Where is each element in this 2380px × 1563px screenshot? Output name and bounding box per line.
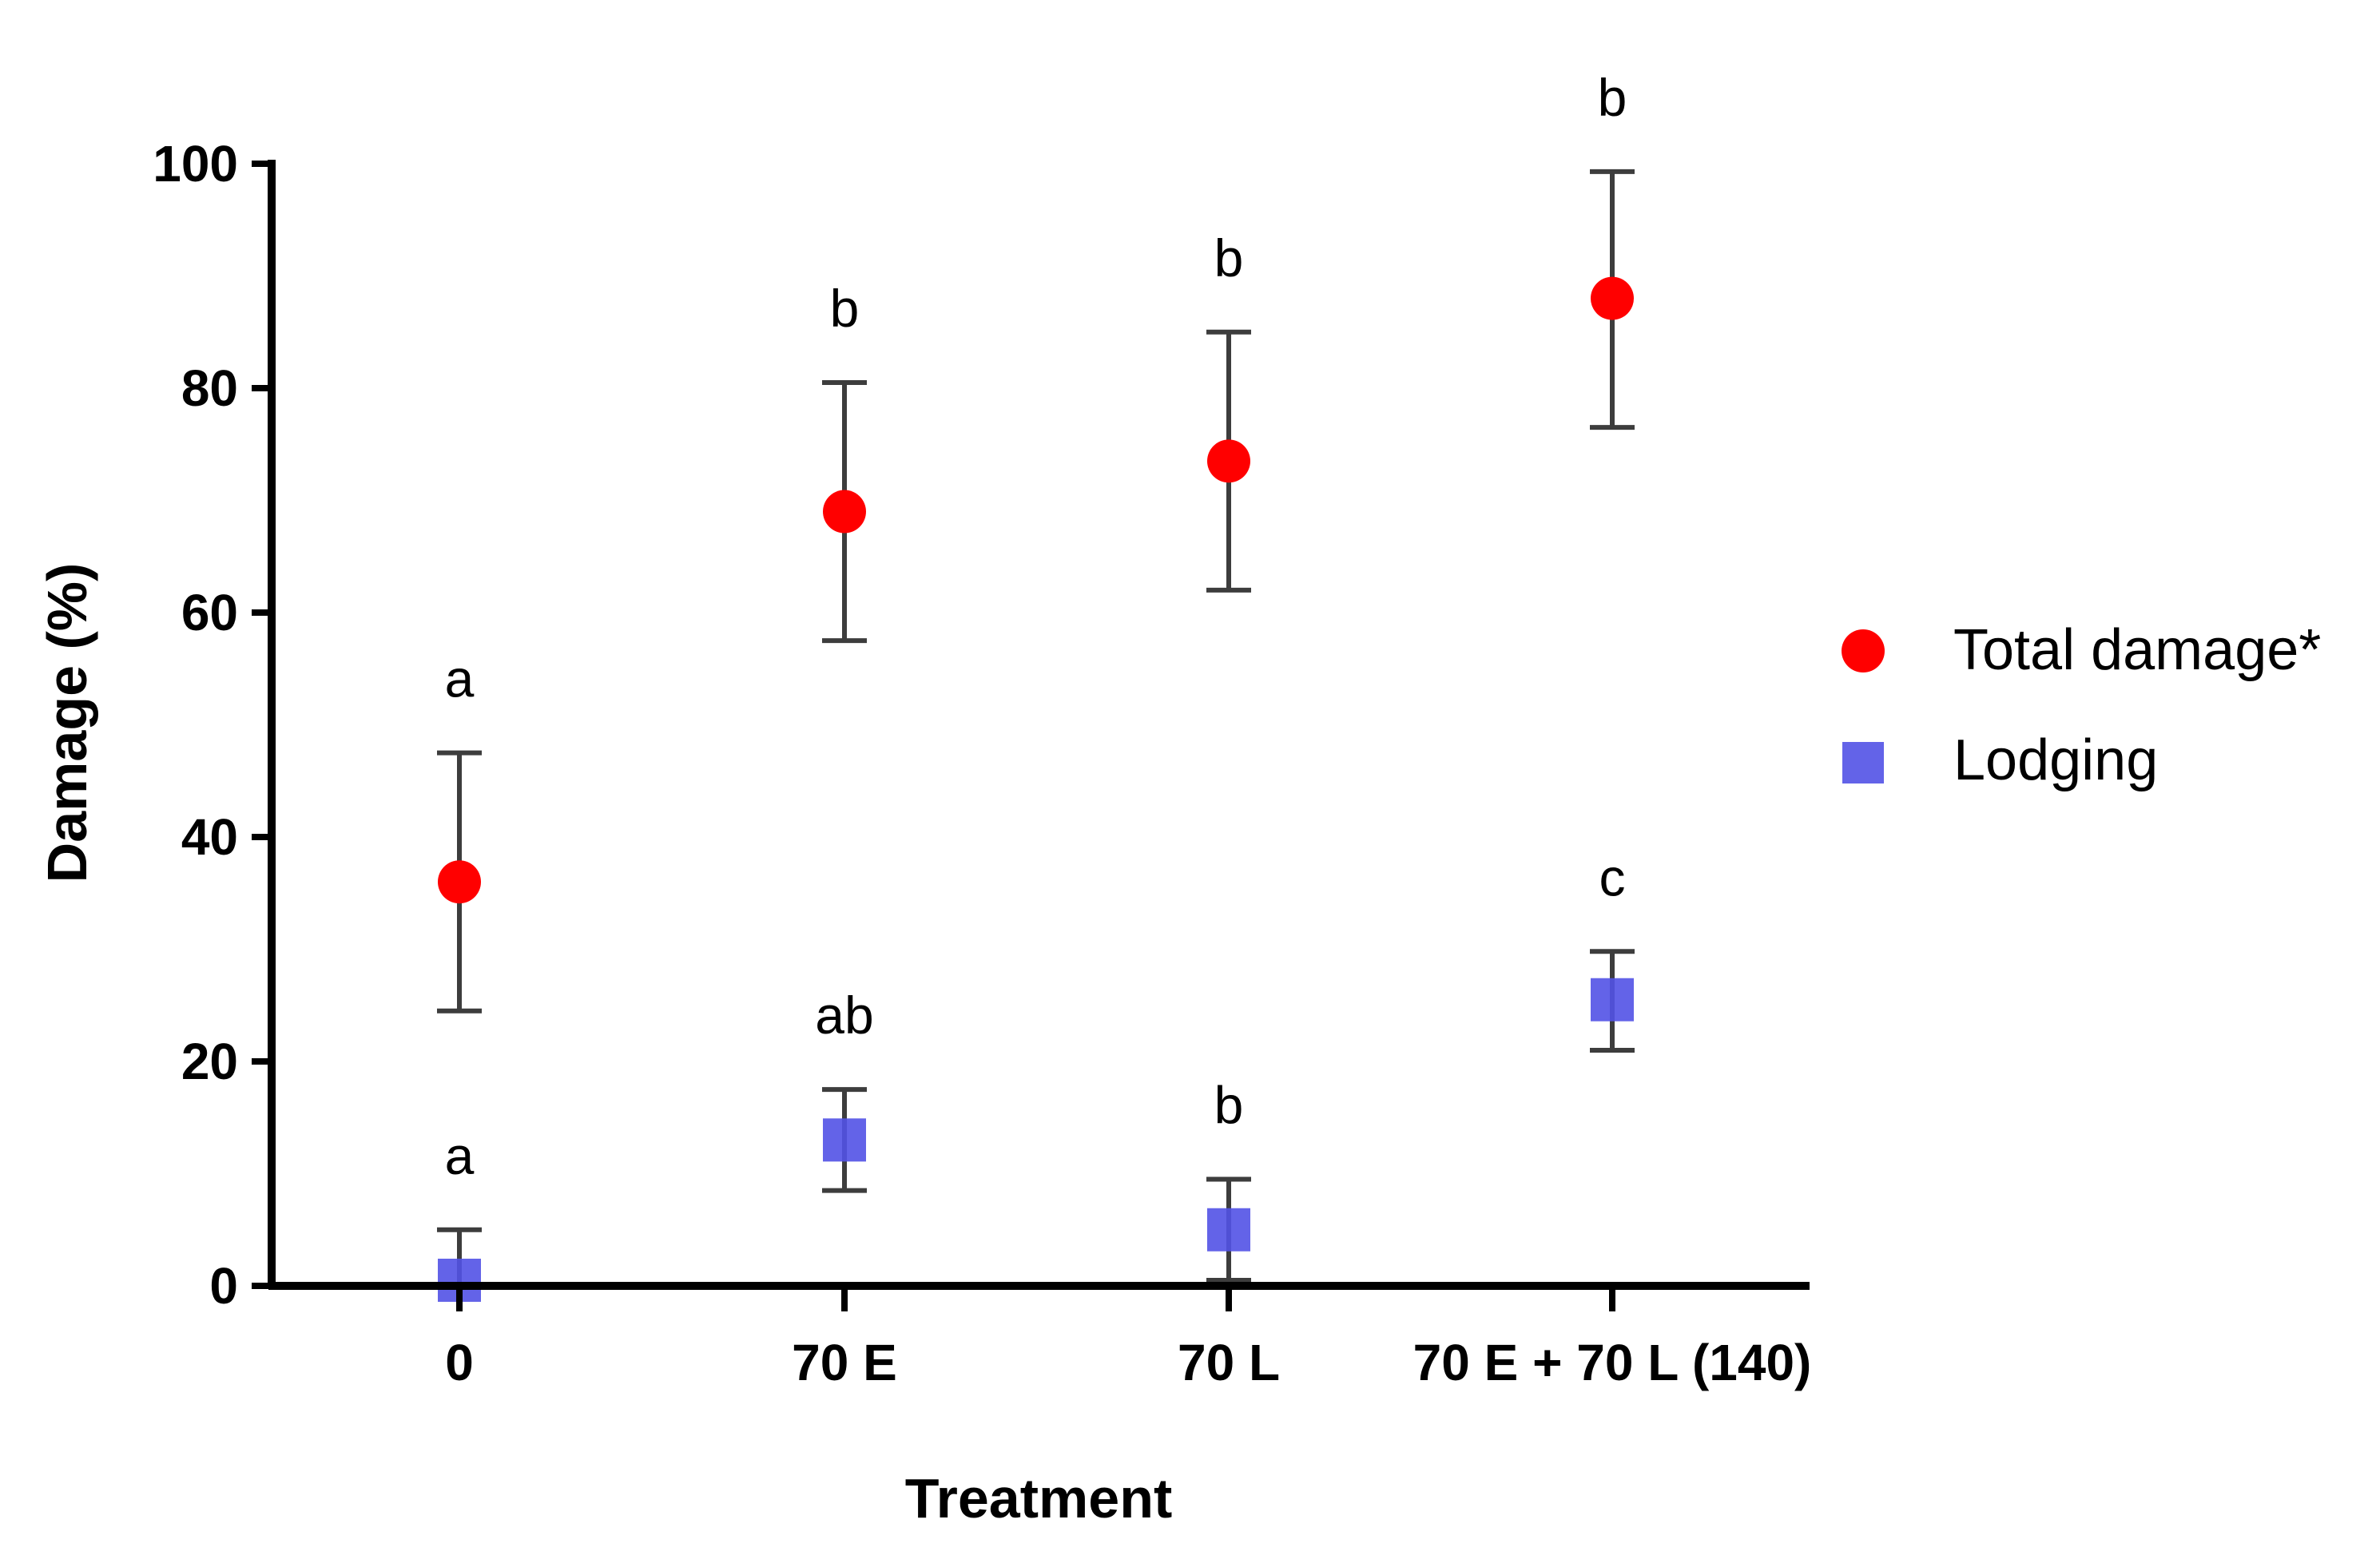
- y-tick-label-100: 100: [153, 135, 238, 192]
- total-damage-point-3: [1591, 276, 1634, 320]
- legend-label-lodging: Lodging: [1953, 728, 2158, 792]
- y-tick-label-0: 0: [209, 1257, 238, 1315]
- x-tick-label-70-e-70-l-140: 70 E + 70 L (140): [1413, 1334, 1812, 1391]
- total-damage-sig-letter-2: b: [1214, 228, 1244, 288]
- y-tick-label-40: 40: [181, 808, 238, 866]
- lodging-sig-letter-2: b: [1214, 1076, 1244, 1135]
- y-ticks: 0 20 40 60 80 100: [153, 135, 272, 1315]
- total-damage-sig-letter-3: b: [1598, 68, 1627, 127]
- lodging-sig-letter-1: ab: [815, 986, 873, 1045]
- total-damage-point-1: [823, 490, 866, 534]
- y-tick-label-20: 20: [181, 1033, 238, 1090]
- x-tick-label-70-e: 70 E: [792, 1334, 897, 1391]
- y-tick-label-60: 60: [181, 584, 238, 641]
- total-damage-point-0: [438, 860, 481, 904]
- x-tick-label-0: 0: [445, 1334, 474, 1391]
- legend: Total damage* Lodging: [1842, 618, 2321, 792]
- lodging-sig-letter-3: c: [1599, 847, 1626, 906]
- x-ticks: 0 70 E 70 L 70 E + 70 L (140): [445, 1286, 1811, 1391]
- markers: [438, 276, 1634, 1302]
- total-damage-point-2: [1207, 439, 1250, 483]
- total-damage-sig-letter-0: a: [445, 649, 475, 708]
- total-damage-sig-letter-1: b: [830, 279, 860, 338]
- lodging-point-3: [1591, 978, 1634, 1022]
- x-tick-label-70-l: 70 L: [1178, 1334, 1280, 1391]
- y-tick-label-80: 80: [181, 359, 238, 417]
- lodging-point-2: [1207, 1208, 1250, 1252]
- y-axis-title: Damage (%): [36, 563, 98, 883]
- x-axis-title: Treatment: [905, 1467, 1173, 1529]
- error-bars: [437, 169, 1635, 1288]
- legend-marker-lodging: [1842, 742, 1884, 783]
- lodging-sig-letter-0: a: [445, 1126, 475, 1185]
- lodging-point-1: [823, 1118, 866, 1162]
- legend-label-total-damage: Total damage*: [1953, 618, 2321, 682]
- legend-marker-total-damage: [1842, 629, 1885, 672]
